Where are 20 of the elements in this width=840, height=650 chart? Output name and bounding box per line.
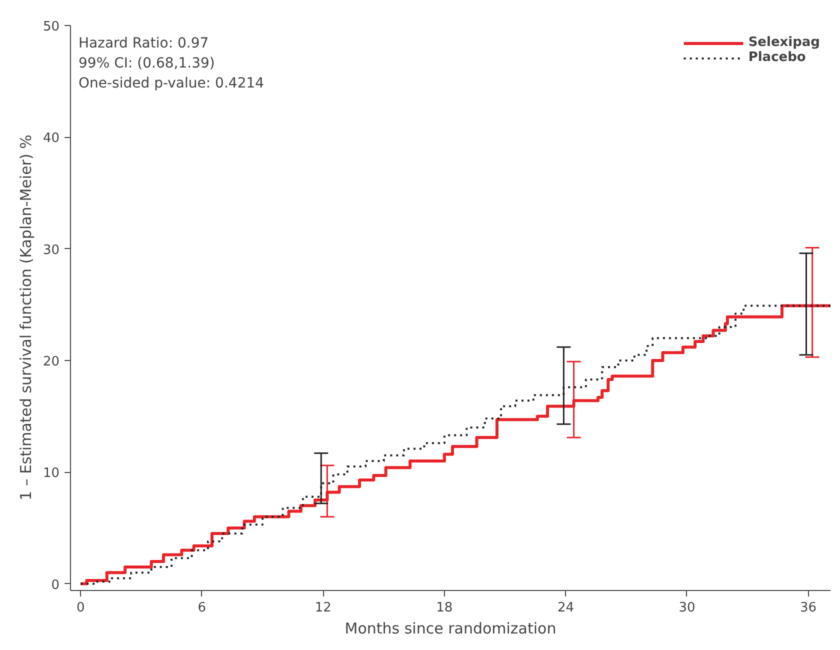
annotation: One-sided p-value: 0.4214 xyxy=(78,76,264,92)
x-tick-label: 24 xyxy=(557,600,574,616)
y-tick-label: 40 xyxy=(42,131,60,146)
x-tick-label: 30 xyxy=(678,600,696,616)
y-tick-label: 50 xyxy=(42,20,60,34)
x-tick-label: 0 xyxy=(76,600,85,616)
legend-label: Placebo xyxy=(748,50,806,65)
y-tick-label: 0 xyxy=(51,578,60,593)
annotation: 99% CI: (0.68,1.39) xyxy=(78,56,215,72)
x-tick-label: 12 xyxy=(314,600,332,616)
x-tick-label: 18 xyxy=(436,600,453,616)
y-tick-label: 20 xyxy=(42,354,60,370)
annotation: Hazard Ratio: 0.97 xyxy=(78,36,209,52)
x-tick-label: 36 xyxy=(800,600,817,616)
y-tick-label: 10 xyxy=(42,466,60,482)
y-axis-title: 1 – Estimated survival function (Kaplan-Meier) % xyxy=(16,134,35,500)
legend-label: Selexipag xyxy=(748,35,820,50)
x-axis-title: Months since randomization xyxy=(344,620,556,638)
x-tick-label: 6 xyxy=(198,600,206,616)
y-tick-label: 30 xyxy=(42,242,60,258)
